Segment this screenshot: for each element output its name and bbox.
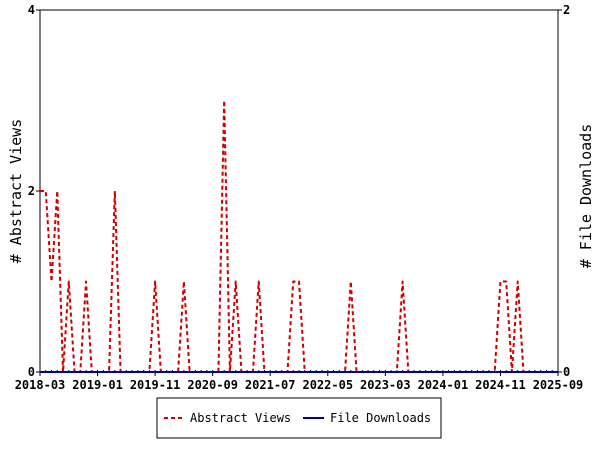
x-tick-label: 2019-01 [72,378,123,392]
y-left-tick-label: 2 [28,184,35,198]
plot-area [39,9,559,373]
y-left-tick-label: 4 [28,3,35,17]
y-right-tick-label: 0 [563,365,570,379]
y-left-tick-label: 0 [28,365,35,379]
x-tick-label: 2021-07 [245,378,296,392]
x-tick-label: 2023-03 [360,378,411,392]
legend: Abstract Views File Downloads [156,397,442,439]
y-right-ticks: 02 [558,3,570,379]
y-left-ticks: 0 2 4 [28,3,40,379]
y-right-tick-label: 2 [563,3,570,17]
x-tick-label: 2022-05 [302,378,353,392]
y-axis-title-right: # File Downloads [577,124,595,269]
legend-label-file-downloads: File Downloads [330,411,431,425]
legend-box [156,397,442,439]
series-lines [40,99,558,373]
x-tick-labels: 2018-03 2019-01 2019-11 2020-09 2021-07 2022-… [15,378,584,392]
x-tick-label: 2020-09 [187,378,238,392]
x-tick-label: 2018-03 [15,378,66,392]
legend-label-abstract-views: Abstract Views [190,411,291,425]
y-axis-title-left: # Abstract Views [7,119,25,264]
x-tick-label: 2025-09 [533,378,584,392]
x-tick-label: 2019-11 [130,378,181,392]
x-tick-label: 2024-11 [475,378,526,392]
x-tick-label: 2024-01 [418,378,469,392]
